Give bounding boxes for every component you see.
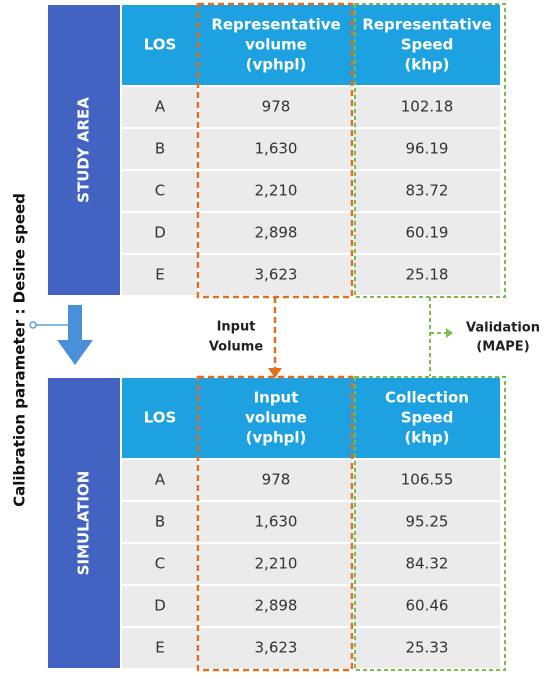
cell-bg	[122, 628, 198, 668]
cell-bg	[200, 213, 352, 253]
header-label: Representative	[211, 16, 340, 34]
cell: 1,630	[255, 140, 298, 158]
validation-arrowhead	[446, 328, 453, 338]
cell-bg	[122, 129, 198, 169]
cell: E	[155, 639, 164, 657]
cell-bg	[200, 129, 352, 169]
cell: 25.33	[406, 639, 449, 657]
header-label: Speed	[401, 36, 454, 54]
cell-bg	[122, 460, 198, 500]
header-label: (khp)	[404, 56, 449, 74]
cell-bg	[122, 213, 198, 253]
cell-bg	[354, 171, 500, 211]
header-label: volume	[245, 409, 307, 427]
cell: 102.18	[401, 98, 454, 116]
side-label: SIMULATION	[75, 471, 93, 576]
cell-bg	[122, 255, 198, 295]
input-arrowhead	[268, 368, 282, 378]
volume-frame	[196, 2, 354, 299]
header-row	[122, 378, 500, 458]
header-label: Collection	[385, 389, 469, 407]
cell-bg	[354, 502, 500, 542]
cell: 2,210	[255, 555, 298, 573]
cell: 2,898	[255, 224, 298, 242]
cell: E	[155, 266, 164, 284]
cell: B	[155, 513, 165, 531]
input-volume-label: Input	[217, 320, 256, 335]
cell-bg	[122, 87, 198, 127]
validation-label: (MAPE)	[476, 340, 529, 355]
calibration-dot	[29, 321, 37, 329]
cell-bg	[200, 171, 352, 211]
cell: 1,630	[255, 513, 298, 531]
cell-bg	[200, 502, 352, 542]
header-label: Input	[254, 389, 299, 407]
cell: 2,898	[255, 597, 298, 615]
cell-bg	[122, 171, 198, 211]
cell: 2,210	[255, 182, 298, 200]
cell: 95.25	[406, 513, 449, 531]
cell-bg	[354, 628, 500, 668]
cell-bg	[354, 87, 500, 127]
side-bar	[48, 378, 120, 668]
cell-bg	[200, 87, 352, 127]
header-label: volume	[245, 36, 307, 54]
cell-bg	[122, 586, 198, 626]
header-label: LOS	[144, 409, 177, 427]
cell-bg	[200, 586, 352, 626]
cell: 3,623	[255, 266, 298, 284]
calibration-label: Calibration parameter : Desire speed	[11, 193, 29, 507]
side-label: STUDY AREA	[75, 97, 93, 203]
cell: 3,623	[255, 639, 298, 657]
header-label: Speed	[401, 409, 454, 427]
cell: 96.19	[406, 140, 449, 158]
cell-bg	[122, 502, 198, 542]
cell-bg	[354, 544, 500, 584]
cell: 25.18	[406, 266, 449, 284]
cell: 978	[262, 471, 291, 489]
down-arrow	[57, 305, 93, 365]
cell-bg	[200, 255, 352, 295]
validation-label: Validation	[466, 321, 540, 336]
cell: 60.46	[406, 597, 449, 615]
volume-frame	[196, 375, 354, 672]
cell-bg	[200, 460, 352, 500]
header-label: LOS	[144, 36, 177, 54]
cell: 60.19	[406, 224, 449, 242]
cell-bg	[354, 255, 500, 295]
cell: C	[155, 182, 165, 200]
cell: A	[155, 471, 166, 489]
side-bar	[48, 5, 120, 295]
speed-frame	[354, 3, 506, 298]
cell: B	[155, 140, 165, 158]
cell: 84.32	[406, 555, 449, 573]
cell-bg	[354, 213, 500, 253]
header-label: Representative	[362, 16, 491, 34]
cell: 83.72	[406, 182, 449, 200]
cell-bg	[354, 460, 500, 500]
cell-bg	[354, 129, 500, 169]
cell-bg	[200, 628, 352, 668]
header-label: (vphpl)	[246, 56, 307, 74]
header-row	[122, 5, 500, 85]
cell: 978	[262, 98, 291, 116]
cell: 106.55	[401, 471, 454, 489]
input-volume-label: Volume	[209, 340, 264, 355]
cell: A	[155, 98, 166, 116]
cell-bg	[200, 544, 352, 584]
cell-bg	[122, 544, 198, 584]
speed-frame	[354, 376, 506, 671]
cell: D	[154, 224, 166, 242]
header-label: (vphpl)	[246, 429, 307, 447]
cell-bg	[354, 586, 500, 626]
header-label: (khp)	[404, 429, 449, 447]
cell: D	[154, 597, 166, 615]
cell: C	[155, 555, 165, 573]
